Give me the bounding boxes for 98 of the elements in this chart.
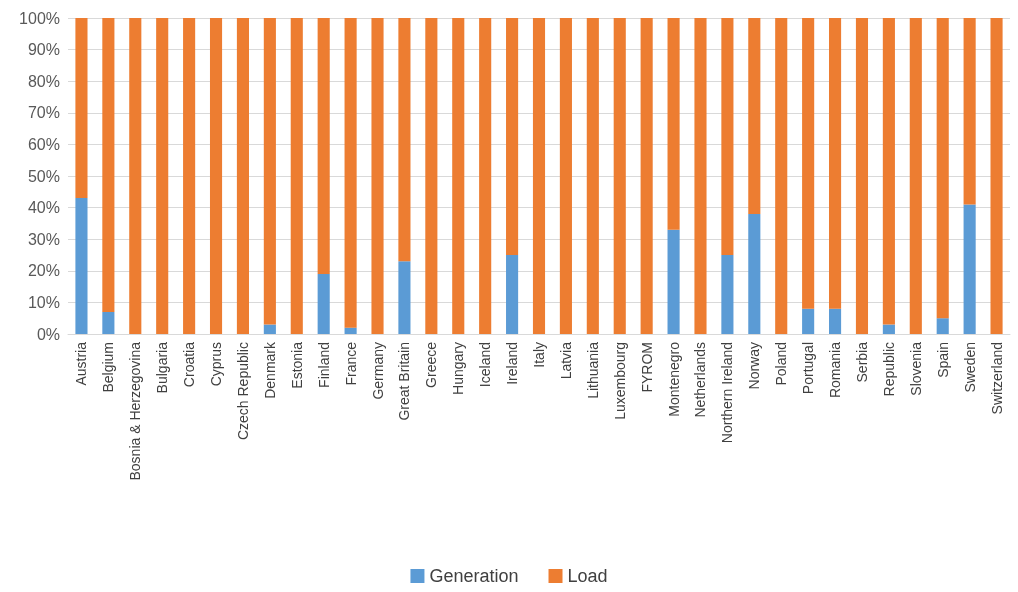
bar <box>802 308 815 334</box>
bar <box>102 311 115 334</box>
bar <box>963 18 976 205</box>
x-tick-label: Hungary <box>450 342 467 395</box>
x-tick-label: FYROM <box>638 342 655 393</box>
x-tick-label: Austria <box>73 341 90 386</box>
x-tick-label: Denmark <box>261 341 278 399</box>
bar <box>829 18 842 309</box>
y-tick-label: 100% <box>19 9 60 27</box>
bar <box>344 327 357 334</box>
bar <box>290 18 303 334</box>
bar <box>317 18 330 274</box>
bar <box>990 18 1003 334</box>
y-tick-label: 0% <box>36 325 60 343</box>
bar <box>667 18 680 230</box>
y-tick-label: 50% <box>27 167 60 185</box>
x-tick-label: Bosnia & Herzegovina <box>127 341 144 481</box>
bar <box>936 18 949 319</box>
bar <box>613 18 626 334</box>
x-tick-label: Poland <box>773 342 790 386</box>
x-tick-label: Spain <box>934 342 951 378</box>
y-tick-label: 90% <box>27 41 60 59</box>
x-tick-label: Republic <box>880 342 897 397</box>
bar <box>829 308 842 334</box>
bar <box>936 318 949 334</box>
bar <box>479 18 492 334</box>
x-tick-label: Italy <box>531 342 547 368</box>
bar <box>344 18 357 328</box>
x-tick-label: Bulgaria <box>154 341 171 394</box>
y-tick-label: 60% <box>27 135 60 153</box>
bar <box>559 18 572 334</box>
y-tick-label: 40% <box>27 199 60 217</box>
x-tick-label: Ireland <box>504 342 521 385</box>
bar <box>236 18 249 334</box>
bar <box>532 18 546 334</box>
bar <box>882 324 895 334</box>
x-tick-label: Romania <box>827 341 844 399</box>
bar <box>748 213 761 334</box>
bar <box>263 324 276 334</box>
x-tick-label: Latvia <box>557 341 574 380</box>
x-tick-label: Belgium <box>100 342 117 393</box>
y-tick-label: 80% <box>27 72 60 90</box>
bar <box>317 273 330 334</box>
bar <box>398 18 411 262</box>
bar <box>506 255 519 334</box>
y-tick-label: 30% <box>27 230 60 248</box>
bar <box>425 18 438 334</box>
x-tick-label: Germany <box>369 342 386 400</box>
x-tick-label: Serbia <box>853 341 870 383</box>
bar <box>452 18 465 334</box>
x-tick-label: Croatia <box>181 341 198 388</box>
x-tick-label: Great Britain <box>396 342 413 421</box>
bar <box>667 229 680 334</box>
bar <box>586 18 599 334</box>
x-tick-label: Portugal <box>800 342 817 395</box>
bar <box>506 18 519 255</box>
y-tick-label: 10% <box>27 293 60 311</box>
x-tick-label: Switzerland <box>988 342 1005 415</box>
x-tick-label: Lithuania <box>584 341 601 399</box>
bar <box>75 18 88 199</box>
y-tick-label: 70% <box>27 104 60 122</box>
x-tick-label: Cyprus <box>208 342 225 387</box>
bar <box>156 18 169 334</box>
x-tick-label: Montenegro <box>665 341 682 417</box>
bar <box>371 18 384 334</box>
x-tick-label: Iceland <box>477 342 494 388</box>
bar <box>748 18 761 214</box>
bar <box>855 18 869 334</box>
bar <box>721 18 734 255</box>
x-tick-label: Sweden <box>961 342 978 393</box>
bar <box>183 18 196 334</box>
bar <box>775 18 788 334</box>
bar <box>640 18 653 334</box>
legend-label: Load <box>567 566 608 586</box>
bar <box>882 18 895 325</box>
bar <box>129 18 142 334</box>
x-tick-label: France <box>342 341 359 386</box>
x-tick-label: Czech Republic <box>234 342 251 441</box>
x-tick-label: Slovenia <box>907 341 924 396</box>
bar <box>263 18 276 325</box>
bar <box>721 255 734 334</box>
x-tick-label: Estonia <box>288 341 305 389</box>
legend-label: Generation <box>429 566 519 586</box>
bar <box>963 204 976 334</box>
bar <box>909 18 922 334</box>
bar <box>398 261 411 334</box>
x-tick-label: Luxembourg <box>611 342 628 420</box>
x-tick-label: Norway <box>746 342 763 390</box>
bar <box>75 198 88 334</box>
bar <box>694 18 707 334</box>
bar <box>102 18 115 312</box>
y-tick-label: 20% <box>27 262 60 280</box>
bar <box>802 18 815 309</box>
x-tick-label: Northern Ireland <box>719 342 736 444</box>
bar <box>209 18 223 334</box>
x-tick-label: Netherlands <box>692 342 709 418</box>
x-tick-label: Greece <box>423 341 440 388</box>
x-tick-label: Finland <box>315 342 332 388</box>
